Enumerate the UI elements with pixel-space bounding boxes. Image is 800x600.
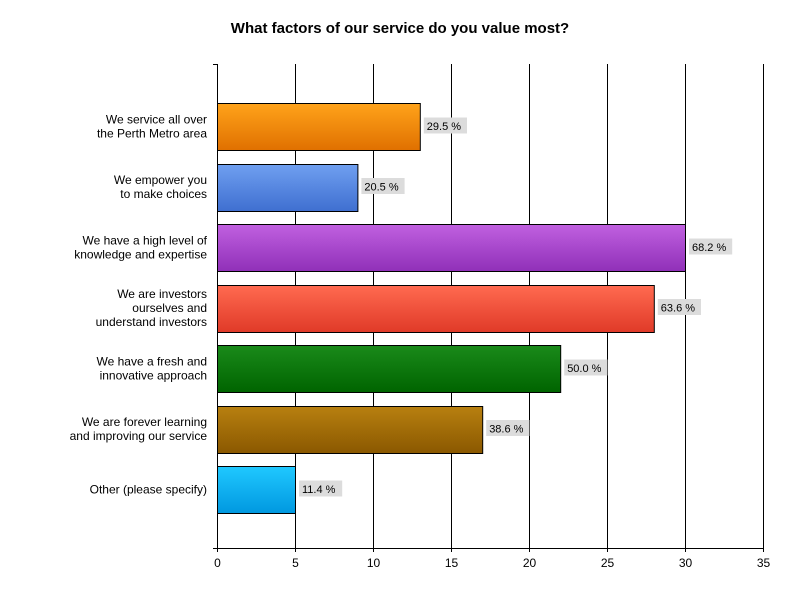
category-label-line: the Perth Metro area xyxy=(97,127,207,141)
bar xyxy=(217,466,296,514)
bars xyxy=(217,103,686,514)
data-label: 63.6 % xyxy=(661,303,695,315)
category-label-line: We have a fresh and xyxy=(96,355,207,369)
category-label-line: We empower you xyxy=(114,173,207,187)
x-tick-label: 35 xyxy=(757,556,771,570)
data-label: 68.2 % xyxy=(692,242,726,254)
data-label-bg xyxy=(657,299,701,315)
category-label: We have a fresh and innovative approach xyxy=(96,355,207,383)
x-tick-label: 30 xyxy=(679,556,693,570)
category-label: We have a high level of knowledge and exp… xyxy=(74,234,207,262)
category-label-line: We service all over xyxy=(106,113,207,127)
bar xyxy=(217,345,562,393)
chart-title: What factors of our service do you value… xyxy=(231,20,569,37)
data-label: 50.0 % xyxy=(567,363,601,375)
x-tick-label: 25 xyxy=(601,556,615,570)
data-label-bg xyxy=(299,480,343,497)
data-label: 29.5 % xyxy=(427,121,461,133)
category-label: We empower you to make choices xyxy=(114,173,207,201)
category-label: Other (please specify) xyxy=(90,483,207,497)
data-label-bg xyxy=(423,117,467,134)
data-label-bg xyxy=(486,420,530,436)
category-label-line: Other (please specify) xyxy=(90,483,207,497)
x-tick-label: 10 xyxy=(367,556,381,570)
category-label-line: innovative approach xyxy=(100,369,207,383)
category-label-line: We have a high level of xyxy=(82,234,207,248)
category-label-line: We are forever learning xyxy=(82,415,207,429)
data-label: 20.5 % xyxy=(364,182,398,194)
category-label-line: understand investors xyxy=(96,315,207,329)
category-label-line: to make choices xyxy=(120,187,207,201)
category-label: We are investors ourselves and understand … xyxy=(96,287,207,329)
data-label-bg xyxy=(564,359,608,376)
bar xyxy=(217,224,686,272)
bar xyxy=(217,103,421,151)
axes: 0 5 10 15 20 25 30 35 xyxy=(213,64,770,570)
x-tick-label: 5 xyxy=(292,556,299,570)
category-label-line: We are investors xyxy=(117,287,207,301)
x-tick-label: 15 xyxy=(445,556,459,570)
category-label-line: and improving our service xyxy=(70,429,208,443)
bar xyxy=(217,406,484,454)
data-label-bg xyxy=(689,238,733,255)
bar xyxy=(217,285,655,333)
x-tick-label: 0 xyxy=(214,556,221,570)
category-label: We service all over the Perth Metro area xyxy=(97,113,207,141)
category-label: We are forever learning and improving our… xyxy=(70,415,208,443)
labels: 29.5 % We service all over the Perth Metro… xyxy=(70,113,733,497)
data-label-bg xyxy=(361,178,405,194)
bar xyxy=(217,164,359,212)
x-tick-label: 20 xyxy=(523,556,537,570)
data-label: 11.4 % xyxy=(302,484,336,496)
category-label-line: ourselves and xyxy=(132,301,207,315)
data-label: 38.6 % xyxy=(489,424,523,436)
category-label-line: knowledge and expertise xyxy=(74,248,207,262)
